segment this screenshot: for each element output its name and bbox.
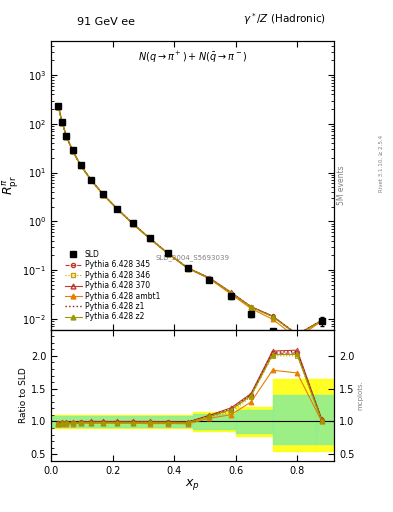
X-axis label: $x_p$: $x_p$ [185,477,200,492]
Text: $\gamma^*/Z$ (Hadronic): $\gamma^*/Z$ (Hadronic) [243,11,326,27]
Text: SLD_2004_S5693039: SLD_2004_S5693039 [156,254,230,261]
Text: 91 GeV ee: 91 GeV ee [77,16,135,27]
Y-axis label: mcplots.: mcplots. [357,380,363,410]
Y-axis label: 5M events: 5M events [337,165,346,205]
Legend: SLD, Pythia 6.428 345, Pythia 6.428 346, Pythia 6.428 370, Pythia 6.428 ambt1, P: SLD, Pythia 6.428 345, Pythia 6.428 346,… [63,249,162,323]
Y-axis label: Ratio to SLD: Ratio to SLD [19,367,28,423]
Text: $N(q\rightarrow\pi^+)+N(\bar{q}\rightarrow\pi^-)$: $N(q\rightarrow\pi^+)+N(\bar{q}\rightarr… [138,50,247,65]
Text: Rivet 3.1.10, ≥ 2.5.4: Rivet 3.1.10, ≥ 2.5.4 [379,135,384,193]
Y-axis label: $R^{\pi}_{\mathrm{pr}}$: $R^{\pi}_{\mathrm{pr}}$ [2,176,21,195]
